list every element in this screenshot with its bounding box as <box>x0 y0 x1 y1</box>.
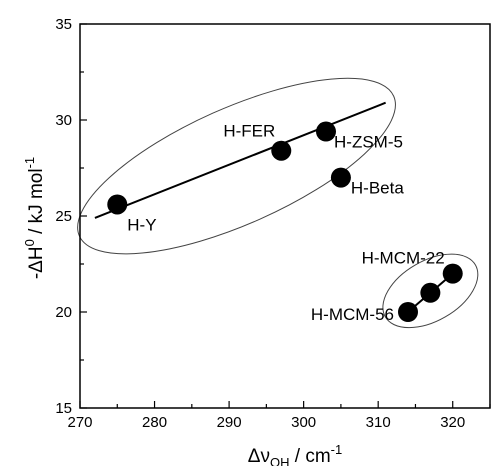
x-axis-title-rest: / cm <box>289 446 330 466</box>
data-point <box>398 302 418 322</box>
x-tick-label: 310 <box>366 414 391 431</box>
y-tick-label: 30 <box>55 112 72 129</box>
point-label: H-Beta <box>351 179 404 198</box>
x-axis-ticks: 270 280 290 300 310 320 <box>67 401 491 431</box>
x-tick-label: 300 <box>291 414 316 431</box>
data-point <box>316 121 336 142</box>
point-labels: H-Y H-FER H-ZSM-5 H-Beta H-MCM-22 H-MCM-56 <box>127 122 444 324</box>
data-point <box>330 167 351 188</box>
group-ellipse <box>382 253 479 329</box>
data-point <box>420 282 441 303</box>
x-axis-title-sup: -1 <box>331 442 343 457</box>
point-label: H-ZSM-5 <box>334 133 403 152</box>
y-tick-label: 20 <box>55 304 72 321</box>
x-axis-title-main: Δν <box>248 446 270 466</box>
y-axis-title-rest: / kJ mol <box>26 168 47 239</box>
point-label: H-MCM-22 <box>362 249 445 268</box>
point-label: H-MCM-56 <box>311 305 394 324</box>
x-axis-title-sub: OH <box>270 455 290 466</box>
data-point <box>442 263 463 284</box>
x-tick-label: 270 <box>67 414 92 431</box>
y-tick-label: 25 <box>55 208 72 225</box>
x-tick-label: 320 <box>440 414 465 431</box>
point-label: H-FER <box>223 122 275 141</box>
x-tick-label: 280 <box>142 414 167 431</box>
point-label: H-Y <box>127 215 156 234</box>
y-axis-title-sup: 0 <box>22 239 37 246</box>
y-tick-label: 35 <box>55 16 72 33</box>
y-tick-label: 15 <box>55 400 72 417</box>
data-point <box>107 194 128 215</box>
x-axis-title: ΔνOH / cm-1 <box>248 442 342 466</box>
data-point <box>271 140 292 161</box>
y-axis-ticks: 15 20 25 30 35 <box>55 16 87 417</box>
data-points <box>107 121 463 322</box>
x-tick-label: 290 <box>217 414 242 431</box>
y-axis-title: -ΔH0 / kJ mol-1 <box>22 157 47 279</box>
fit-line <box>94 101 387 219</box>
y-axis-title-main: -ΔH <box>26 246 47 279</box>
y-axis-title-sup2: -1 <box>22 157 37 169</box>
